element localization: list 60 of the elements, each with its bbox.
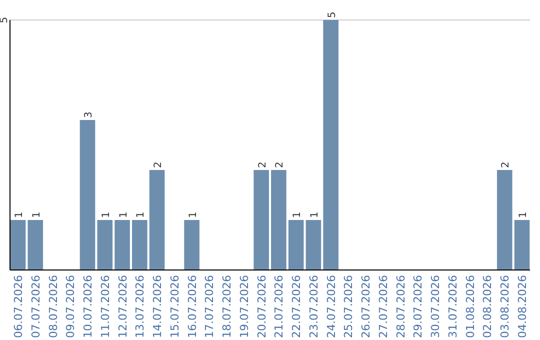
bar [288, 220, 304, 270]
x-tick-label: 30.07.2026 [429, 275, 442, 338]
data-label: 1 [136, 212, 147, 218]
data-label: 3 [84, 112, 95, 118]
data-label: 5 [326, 12, 338, 18]
data-label: 1 [14, 212, 25, 218]
x-tick-label: 10.07.2026 [82, 275, 95, 338]
bar [132, 220, 148, 270]
data-label: 1 [309, 212, 320, 218]
bar [323, 20, 338, 270]
bar [184, 220, 200, 270]
x-tick-label: 23.07.2026 [307, 275, 320, 338]
data-label: 1 [100, 212, 112, 218]
x-tick-label: 20.07.2026 [255, 275, 268, 338]
x-tick-label: 08.07.2026 [46, 275, 60, 338]
x-tick-label: 02.08.2026 [481, 275, 494, 338]
bar [254, 170, 269, 270]
x-tick-label: 06.07.2026 [12, 275, 25, 338]
bar [496, 170, 512, 270]
x-tick-label: 09.07.2026 [64, 275, 78, 338]
data-label: 2 [500, 162, 512, 168]
bar [514, 220, 530, 270]
bar [114, 220, 130, 270]
x-tick-label: 19.07.2026 [238, 275, 251, 338]
x-tick-label: 12.07.2026 [116, 275, 130, 338]
data-label: 2 [153, 162, 164, 168]
bar [28, 220, 44, 270]
x-tick-label: 28.07.2026 [394, 275, 408, 338]
x-tick-label: 26.07.2026 [360, 275, 373, 338]
x-tick-label: 29.07.2026 [412, 275, 425, 338]
x-tick-label: 03.08.2026 [498, 275, 512, 338]
x-tick-label: 07.07.2026 [29, 275, 42, 338]
x-tick-label: 01.08.2026 [464, 275, 477, 338]
x-tick-label: 27.07.2026 [376, 275, 390, 338]
data-label: 1 [518, 212, 530, 218]
bar [149, 170, 165, 270]
x-tick-label: 13.07.2026 [134, 275, 147, 338]
x-tick-label: 24.07.2026 [324, 275, 338, 338]
data-label: 2 [274, 162, 286, 168]
bar [271, 170, 286, 270]
bar [80, 120, 96, 270]
x-tick-label: 04.08.2026 [516, 275, 530, 338]
x-tick-label: 15.07.2026 [168, 275, 182, 338]
x-tick-label: 11.07.2026 [98, 275, 112, 338]
x-tick-label: 21.07.2026 [272, 275, 286, 338]
x-tick-label: 22.07.2026 [290, 275, 304, 338]
x-tick-label: 31.07.2026 [446, 275, 460, 338]
data-label: 1 [188, 212, 199, 218]
bar [97, 220, 113, 270]
data-label: 2 [257, 162, 268, 168]
data-label: 1 [118, 212, 130, 218]
x-tick-label: 16.07.2026 [186, 275, 199, 338]
x-tick-label: 18.07.2026 [220, 275, 234, 338]
bar [306, 220, 322, 270]
bar [10, 220, 26, 270]
data-label: 1 [31, 212, 42, 218]
x-tick-label: 25.07.2026 [342, 275, 356, 338]
x-tick-label: 14.07.2026 [151, 275, 164, 338]
data-label: 1 [292, 212, 304, 218]
x-tick-label: 17.07.2026 [203, 275, 216, 338]
